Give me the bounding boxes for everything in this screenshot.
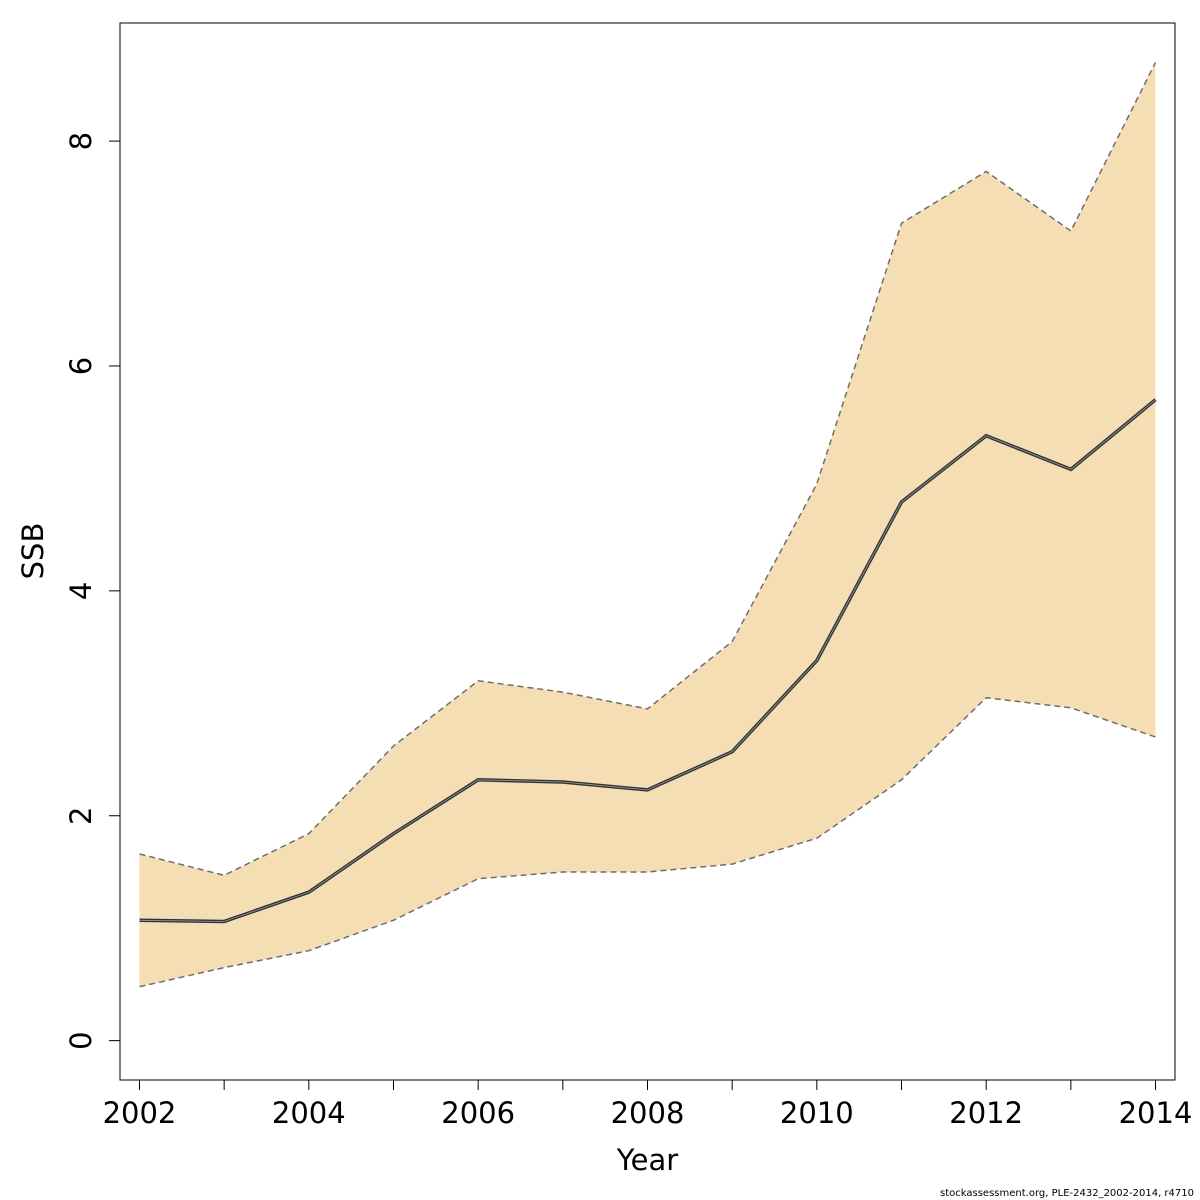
confidence-band [139, 62, 1156, 987]
x-axis-title: Year [616, 1143, 678, 1177]
y-axis: 0 2 4 6 8 [64, 132, 121, 1050]
x-tick-label: 2006 [441, 1096, 515, 1130]
y-tick-label: 2 [64, 807, 98, 825]
upper-bound-line [139, 62, 1157, 877]
y-axis-title: SSB [16, 523, 50, 580]
x-tick-label: 2004 [272, 1096, 346, 1130]
x-tick-label: 2014 [1119, 1096, 1193, 1130]
x-tick-label: 2008 [611, 1096, 685, 1130]
y-tick-label: 8 [64, 132, 98, 150]
x-tick-label: 2002 [103, 1096, 177, 1130]
x-tick-label: 2010 [780, 1096, 854, 1130]
lower-bound-line [139, 696, 1156, 988]
y-tick-label: 4 [64, 582, 98, 600]
y-tick-label: 0 [64, 1031, 98, 1049]
credit-text: stockassessment.org, PLE-2432_2002-2014,… [940, 1188, 1194, 1199]
x-tick-label: 2012 [949, 1096, 1023, 1130]
chart-marks [139, 62, 1157, 988]
ssb-estimate-line-highlight [139, 399, 1156, 922]
y-tick-label: 6 [64, 357, 98, 375]
x-axis: 2002 2004 2006 2008 2010 2012 2014 [103, 1079, 1193, 1130]
